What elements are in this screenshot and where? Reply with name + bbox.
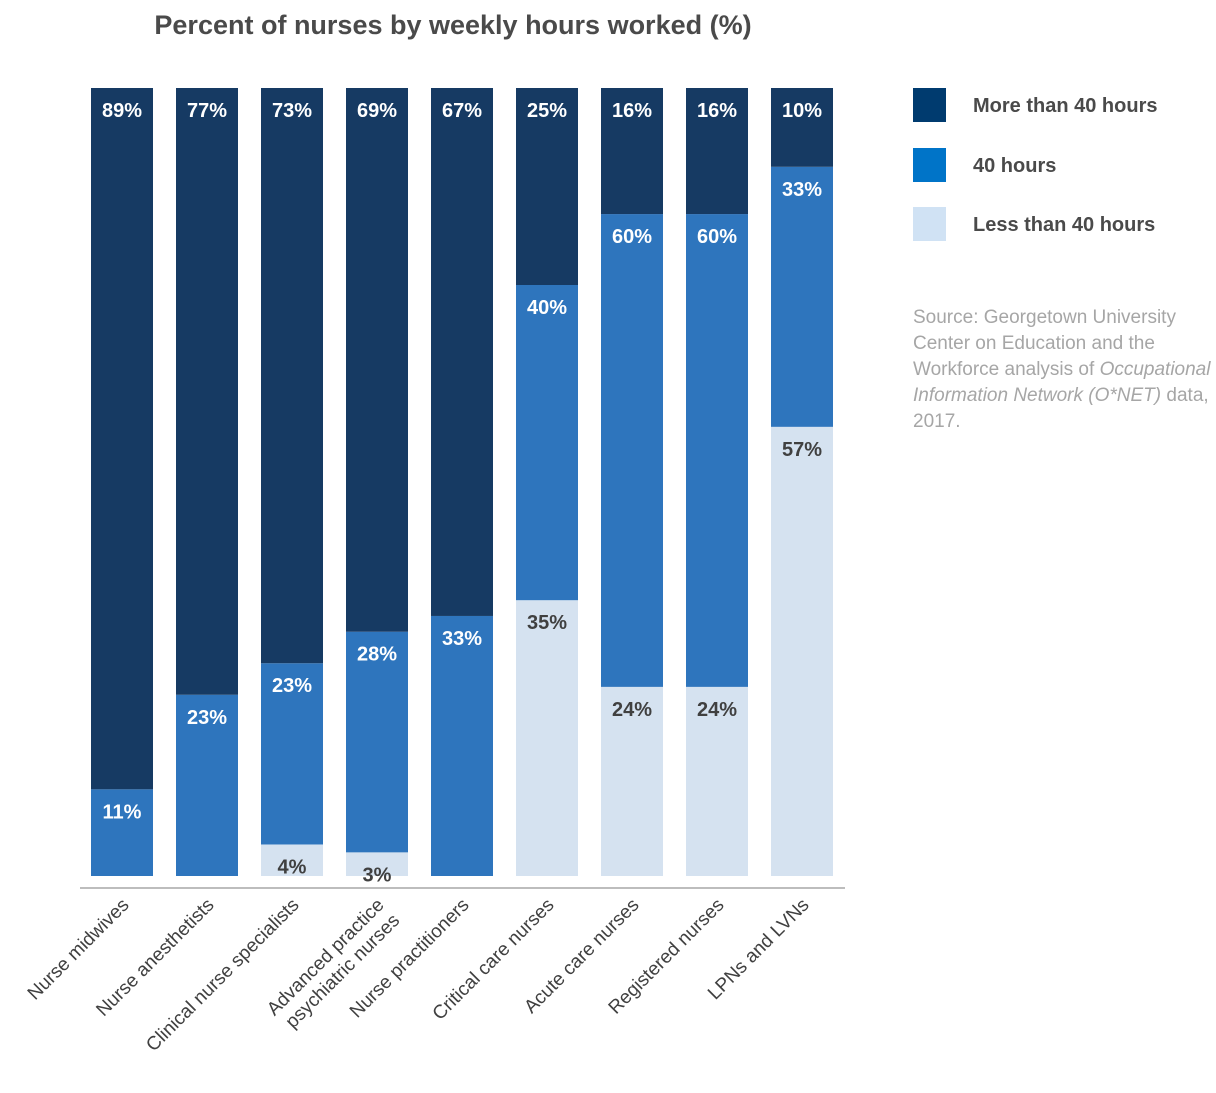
bar-segment-40-hours: [91, 789, 153, 876]
bar-segment-less-than-40-hours: [771, 426, 833, 876]
bar-segment-more-than-40-hours: [686, 88, 748, 215]
bar-segment-more-than-40-hours: [346, 88, 408, 632]
legend-label: More than 40 hours: [973, 95, 1158, 117]
bar-segment-more-than-40-hours: [261, 88, 323, 664]
legend-label: 40 hours: [973, 155, 1057, 177]
data-label: 23%: [187, 707, 227, 729]
data-label: 40%: [527, 297, 567, 319]
data-label: 67%: [442, 100, 482, 122]
bar-segment-more-than-40-hours: [516, 88, 578, 285]
bar-segment-40-hours: [176, 694, 238, 876]
legend-swatch: [913, 88, 946, 122]
bar-segment-more-than-40-hours: [431, 88, 493, 616]
bar-segment-less-than-40-hours: [601, 686, 663, 876]
bar-segment-40-hours: [771, 166, 833, 427]
data-label: 89%: [102, 100, 142, 122]
data-label: 28%: [357, 644, 397, 666]
bar-segment-more-than-40-hours: [771, 88, 833, 167]
data-label: 3%: [363, 864, 392, 886]
bar-segment-40-hours: [516, 285, 578, 601]
data-label: 69%: [357, 100, 397, 122]
bar-segment-less-than-40-hours: [261, 844, 323, 876]
bar-segment-40-hours: [431, 615, 493, 876]
bar-segment-more-than-40-hours: [176, 88, 238, 695]
legend-item-40-hours: 40 hours: [913, 148, 1203, 182]
legend-swatch: [913, 207, 946, 241]
legend-item-less-than-40: Less than 40 hours: [913, 207, 1203, 241]
x-tick-label: Clinical nurse specialists: [142, 895, 303, 1056]
legend-item-more-than-40: More than 40 hours: [913, 88, 1203, 122]
legend-label: Less than 40 hours: [973, 214, 1156, 236]
source-note: Source: Georgetown University Center on …: [913, 305, 1213, 435]
data-label: 35%: [527, 612, 567, 634]
data-label: 23%: [272, 675, 312, 697]
data-label: 60%: [697, 226, 737, 248]
legend-swatch: [913, 148, 946, 182]
bar-segment-less-than-40-hours: [346, 852, 408, 876]
data-label: 24%: [697, 699, 737, 721]
data-label: 11%: [103, 801, 142, 823]
data-label: 57%: [782, 439, 822, 461]
source-suffix: data, 2017.: [913, 385, 1209, 432]
data-label: 33%: [442, 628, 482, 650]
bar-segment-more-than-40-hours: [601, 88, 663, 215]
bar-segment-40-hours: [686, 214, 748, 687]
stacked-bar-chart: 11% 89% 23% 77% 4% 23% 73% 3% 28% 69% 33% 67% 35% 40%…: [24, 88, 845, 1056]
data-label: 24%: [612, 699, 652, 721]
data-label: 25%: [527, 100, 567, 122]
data-label: 4%: [278, 856, 307, 878]
bar-segment-40-hours: [346, 631, 408, 853]
data-label: 60%: [612, 226, 652, 248]
bars-group: 11% 89% 23% 77% 4% 23% 73% 3% 28% 69% 33% 67% 35% 40%…: [91, 88, 833, 886]
bar-segment-40-hours: [601, 214, 663, 687]
data-label: 16%: [697, 100, 737, 122]
bar-segment-more-than-40-hours: [91, 88, 153, 790]
chart-title: Percent of nurses by weekly hours worked…: [154, 10, 752, 40]
data-label: 10%: [782, 100, 822, 122]
source-italic: Occupational Information Network (O*NET): [913, 359, 1211, 406]
data-label: 16%: [612, 100, 652, 122]
bar-segment-40-hours: [261, 663, 323, 845]
bar-segment-less-than-40-hours: [516, 600, 578, 876]
data-label: 73%: [272, 100, 312, 122]
bar-segment-less-than-40-hours: [686, 686, 748, 876]
source-prefix: Source: Georgetown University Center on …: [913, 307, 1176, 380]
data-label: 77%: [187, 100, 227, 122]
data-label: 33%: [782, 179, 822, 201]
